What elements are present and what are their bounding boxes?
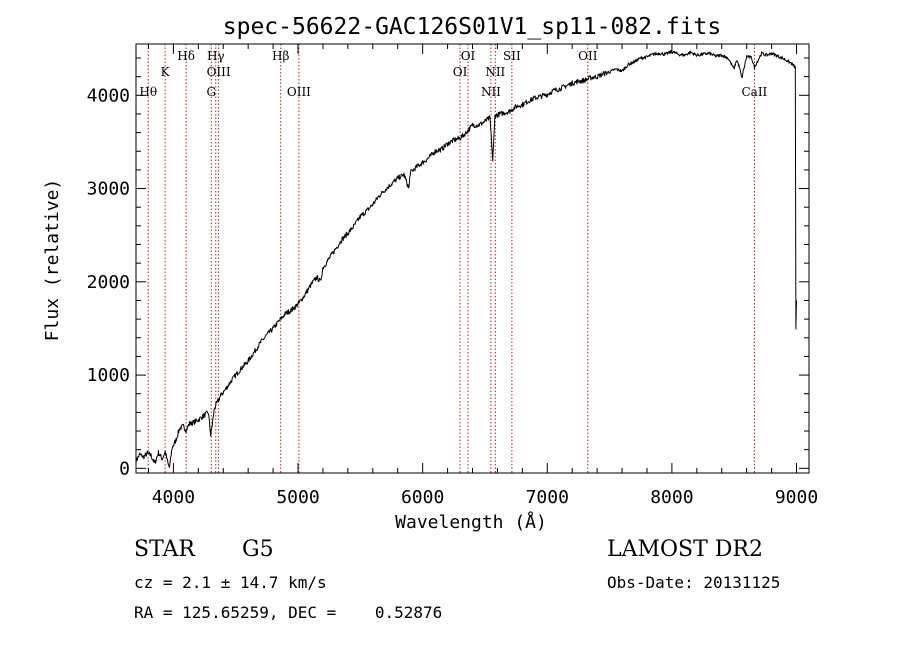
plot-frame <box>135 43 810 474</box>
line-marker-label: Hβ <box>272 49 289 63</box>
observation-date: Obs-Date: 20131125 <box>607 573 781 592</box>
y-tick-label: 0 <box>119 458 130 479</box>
x-tick-label: 8000 <box>650 487 693 508</box>
line-marker-label: OI <box>461 49 476 63</box>
x-axis-label: Wavelength (Å) <box>395 511 547 533</box>
line-marker-label: SII <box>503 49 521 63</box>
x-tick-label: 4000 <box>152 487 195 508</box>
survey-name: LAMOST DR2 <box>607 537 763 562</box>
object-class: STAR <box>134 537 195 562</box>
line-marker-label: Hδ <box>177 49 195 63</box>
line-marker-label: G <box>206 85 216 99</box>
y-tick-label: 3000 <box>87 179 130 200</box>
x-axis: 4000 5000 6000 7000 8000 9000 <box>147 44 818 508</box>
y-tick-label: 2000 <box>87 272 130 293</box>
y-tick-label: 1000 <box>87 365 130 386</box>
x-tick-label: 9000 <box>775 487 818 508</box>
chart-title: spec-56622-GAC126S01V1_sp11-082.fits <box>223 14 722 40</box>
emission-line-markers: Hθ K Hδ G Hγ OIII Hβ OIII OI OI NII NII SII OII CaII <box>139 44 768 473</box>
line-marker-label: NII <box>481 85 501 99</box>
x-tick-label: 5000 <box>276 487 319 508</box>
x-tick-label: 7000 <box>526 487 569 508</box>
line-marker-label: Hθ <box>139 85 157 99</box>
y-axis: 0 1000 2000 3000 4000 <box>87 57 809 479</box>
line-marker-label: Hγ <box>207 49 225 63</box>
line-marker-label: OIII <box>287 85 311 99</box>
line-marker-label: OIII <box>207 65 231 79</box>
x-tick-label: 6000 <box>401 487 444 508</box>
spectrum-line <box>135 49 797 468</box>
object-subclass: G5 <box>242 537 274 562</box>
line-marker-label: K <box>161 65 171 79</box>
line-marker-label: NII <box>485 65 505 79</box>
y-tick-label: 4000 <box>87 85 130 106</box>
line-marker-label: OI <box>453 65 468 79</box>
line-marker-label: CaII <box>741 85 767 99</box>
line-marker-label: OII <box>578 49 598 63</box>
spectrum-series <box>135 49 797 468</box>
coordinates-readout: RA = 125.65259, DEC = 0.52876 <box>134 603 443 622</box>
redshift-readout: cz = 2.1 ± 14.7 km/s <box>134 573 327 592</box>
y-axis-label: Flux (relative) <box>42 179 63 342</box>
